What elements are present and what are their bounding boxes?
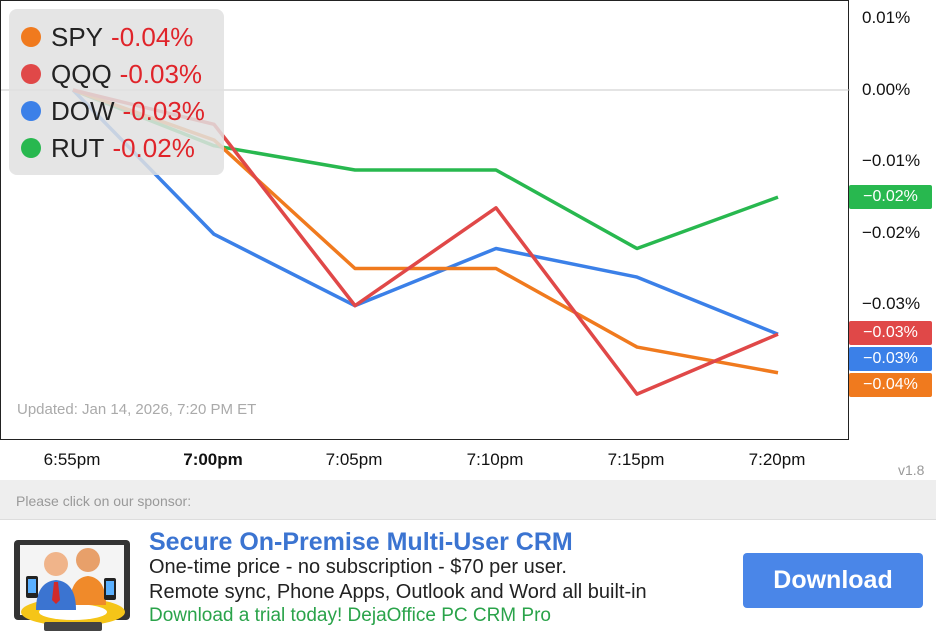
updated-timestamp: Updated: Jan 14, 2026, 7:20 PM ET: [17, 401, 257, 418]
legend-change: -0.02%: [112, 132, 195, 163]
ad-title[interactable]: Secure On-Premise Multi-User CRM: [149, 528, 573, 556]
last-value-badge-dow: −0.03%: [849, 347, 932, 371]
legend-item-qqq: QQQ -0.03%: [21, 59, 202, 89]
legend-name: QQQ: [51, 58, 112, 89]
ad-line-1: One-time price - no subscription - $70 p…: [149, 556, 567, 578]
last-value-badge-qqq: −0.03%: [849, 321, 932, 345]
legend-item-dow: DOW -0.03%: [21, 96, 205, 126]
legend-dot: [21, 64, 41, 84]
series-line-dow: [71, 88, 779, 336]
legend-dot: [21, 27, 41, 47]
last-value-badge-spy: −0.04%: [849, 373, 932, 397]
x-tick-label: 7:10pm: [466, 450, 524, 469]
legend-name: RUT: [51, 132, 105, 163]
legend-name: DOW: [51, 95, 115, 126]
chart-area: SPY -0.04% QQQ -0.03% DOW -0.03% RUT -0.02% Upd…: [0, 0, 850, 440]
x-tick-label: 7:20pm: [748, 450, 806, 469]
legend-item-spy: SPY -0.04%: [21, 22, 193, 52]
version-label: v1.8: [898, 462, 925, 478]
y-tick-label: −0.02%: [862, 223, 921, 242]
legend-item-rut: RUT -0.02%: [21, 133, 195, 163]
x-tick-label: 7:00pm: [183, 450, 243, 469]
legend: SPY -0.04% QQQ -0.03% DOW -0.03% RUT -0.02%: [9, 9, 224, 175]
y-tick-label: −0.01%: [862, 151, 921, 170]
x-tick-label: 7:05pm: [325, 450, 383, 469]
legend-change: -0.03%: [122, 95, 205, 126]
sponsor-label: Please click on our sponsor:: [16, 493, 192, 509]
y-tick-label: 0.00%: [862, 80, 911, 99]
crm-ad-image[interactable]: [10, 530, 136, 635]
legend-dot: [21, 101, 41, 121]
x-tick-label: 6:55pm: [43, 450, 101, 469]
legend-name: SPY: [51, 21, 104, 52]
ad-line-2: Remote sync, Phone Apps, Outlook and Wor…: [149, 581, 647, 603]
y-tick-label: −0.03%: [862, 294, 921, 313]
legend-change: -0.03%: [119, 58, 203, 89]
ad-cta-text[interactable]: Download a trial today! DejaOffice PC CR…: [149, 605, 551, 626]
download-button[interactable]: Download: [743, 553, 923, 608]
last-value-badge-rut: −0.02%: [849, 185, 932, 209]
legend-change: -0.04%: [111, 21, 194, 52]
y-tick-label: 0.01%: [862, 8, 911, 27]
legend-dot: [21, 138, 41, 158]
x-tick-label: 7:15pm: [607, 450, 665, 469]
